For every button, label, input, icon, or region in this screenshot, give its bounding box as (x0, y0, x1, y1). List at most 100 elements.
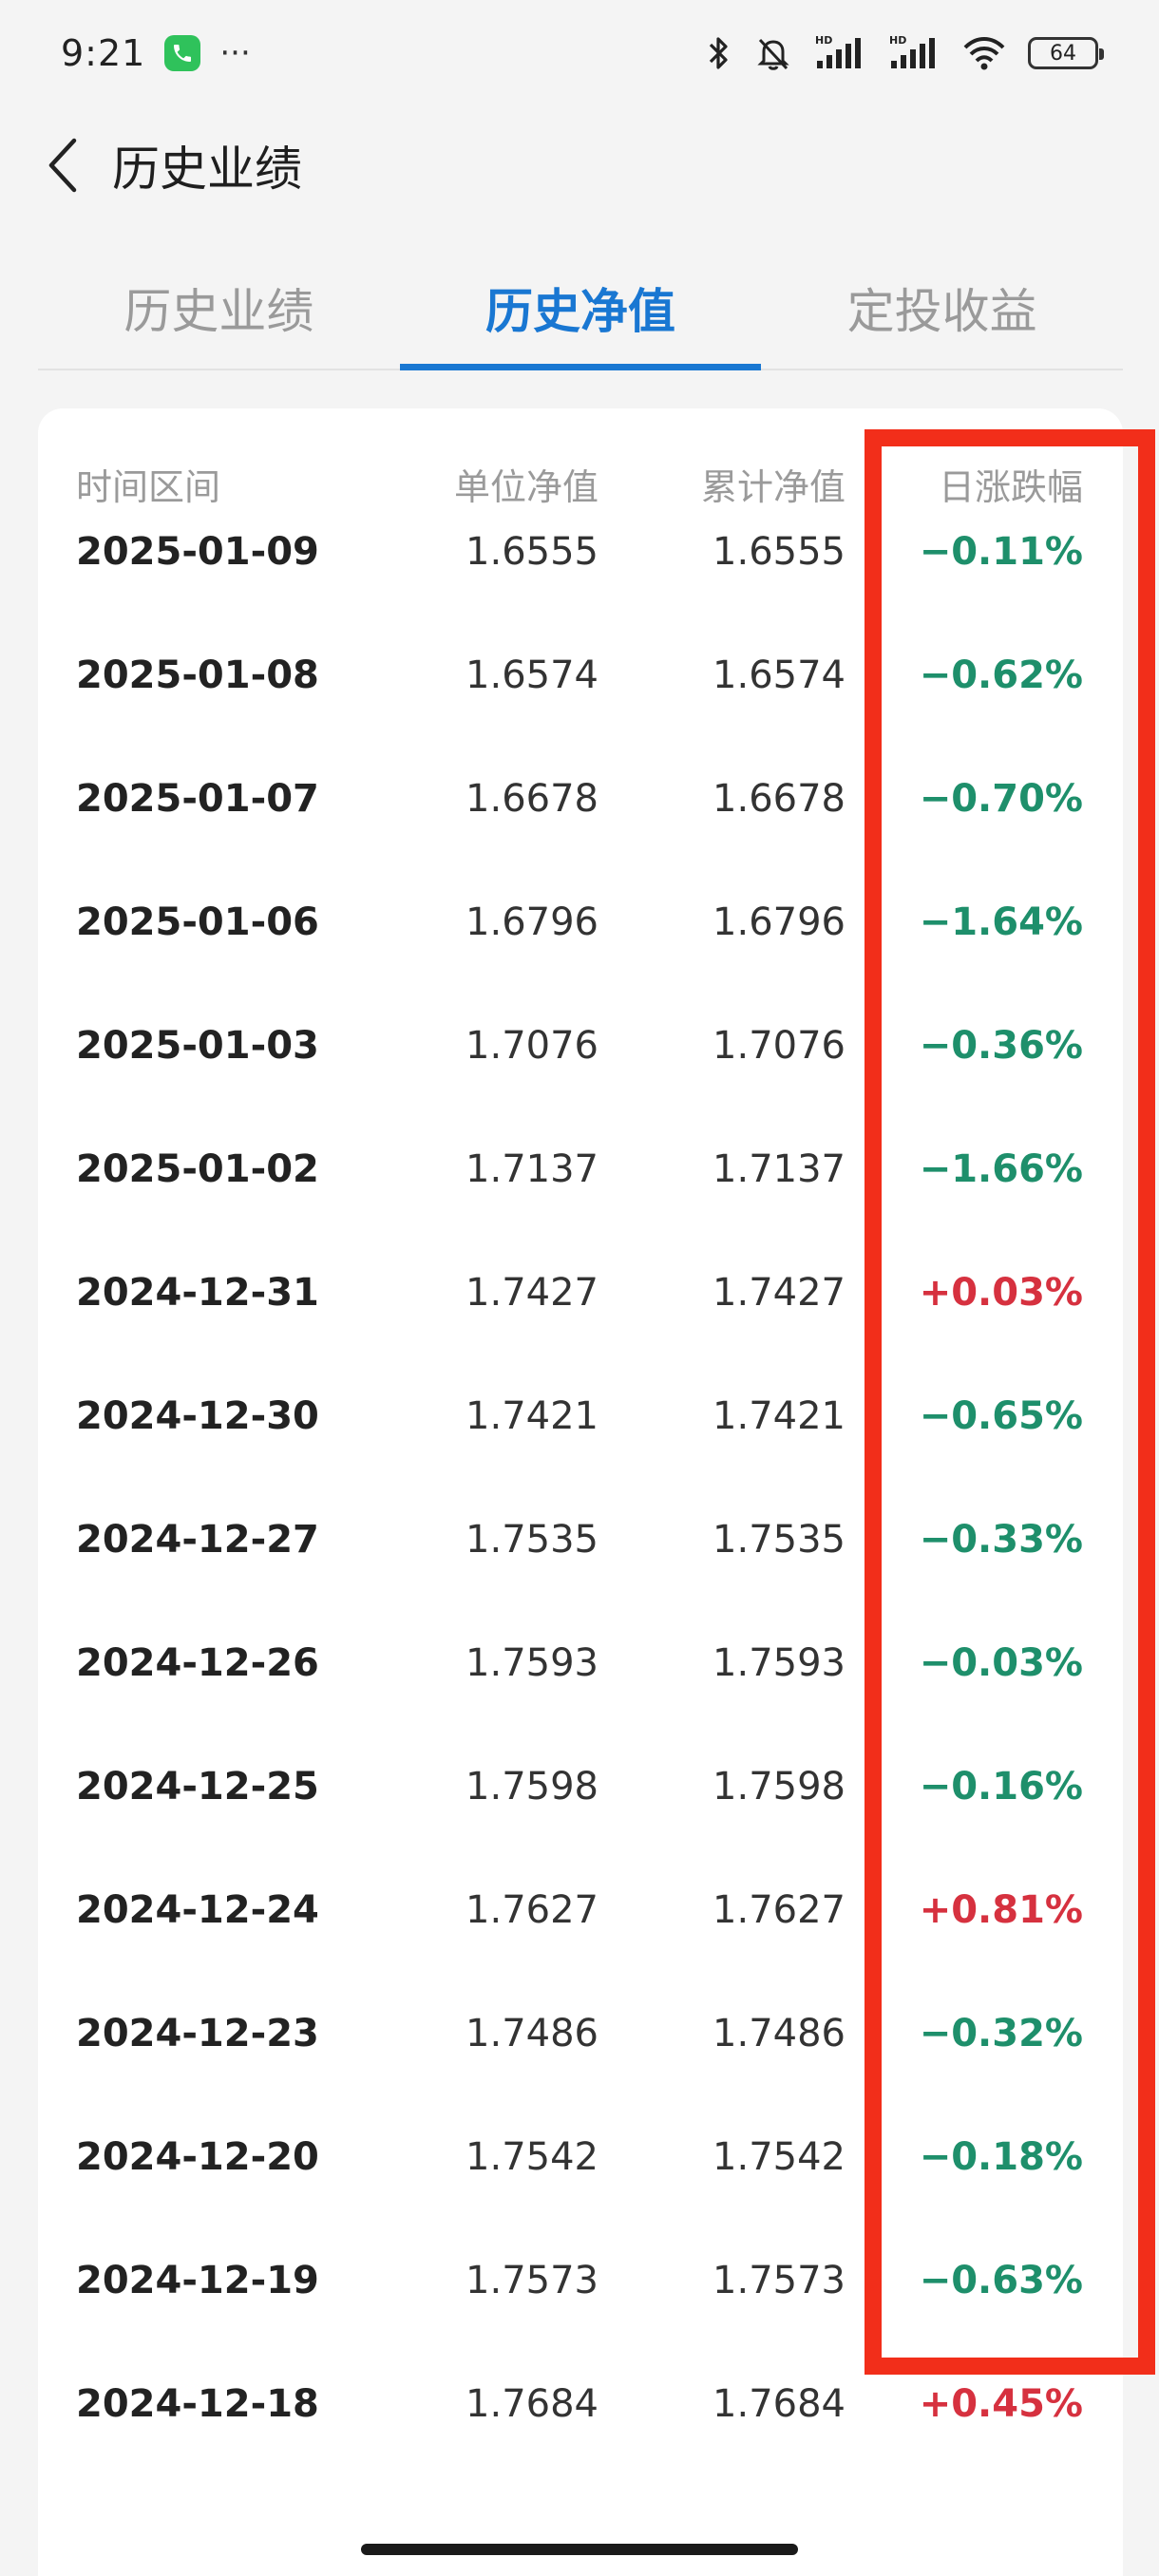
row-daily-change: −0.11% (919, 530, 1083, 574)
table-row[interactable]: 2024-12-25 1.7598 1.7598 −0.16% (38, 1729, 1123, 1852)
chevron-left-icon (48, 138, 77, 193)
row-unit-nav: 1.7542 (466, 2135, 598, 2179)
row-daily-change: −0.63% (919, 2259, 1083, 2302)
tab-history-performance[interactable]: 历史业绩 (124, 284, 314, 339)
table-row[interactable]: 2024-12-23 1.7486 1.7486 −0.32% (38, 1976, 1123, 2099)
row-cumulative-nav: 1.6574 (712, 653, 846, 697)
table-row[interactable]: 2025-01-03 1.7076 1.7076 −0.36% (38, 988, 1123, 1111)
row-cumulative-nav: 1.7573 (712, 2259, 846, 2302)
page-title: 历史业绩 (112, 142, 302, 197)
row-date: 2024-12-26 (76, 1641, 319, 1685)
column-header-daily-change: 日涨跌幅 (938, 466, 1083, 508)
nav-table-card: 时间区间 单位净值 累计净值 日涨跌幅 2025-01-09 1.6555 1.65… (38, 408, 1123, 2576)
row-date: 2024-12-30 (76, 1394, 319, 1438)
header: 历史业绩 (0, 112, 1159, 218)
row-cumulative-nav: 1.6555 (712, 530, 846, 574)
row-cumulative-nav: 1.7542 (712, 2135, 846, 2179)
table-row[interactable]: 2024-12-24 1.7627 1.7627 +0.81% (38, 1852, 1123, 1976)
table-row[interactable]: 2024-12-27 1.7535 1.7535 −0.33% (38, 1482, 1123, 1605)
row-daily-change: +0.45% (919, 2382, 1083, 2426)
row-unit-nav: 1.7486 (466, 2012, 598, 2055)
row-cumulative-nav: 1.7427 (712, 1271, 846, 1315)
svg-text:HD: HD (815, 34, 832, 47)
row-daily-change: +0.03% (919, 1271, 1083, 1315)
row-daily-change: −0.03% (919, 1641, 1083, 1685)
status-bar: 9:21 ··· HD HD (0, 0, 1159, 106)
table-row[interactable]: 2024-12-18 1.7684 1.7684 +0.45% (38, 2346, 1123, 2470)
row-date: 2025-01-06 (76, 900, 319, 944)
signal-icon-2: HD (889, 34, 935, 68)
row-cumulative-nav: 1.6796 (712, 900, 846, 944)
row-cumulative-nav: 1.6678 (712, 777, 846, 821)
row-date: 2024-12-18 (76, 2382, 319, 2426)
row-date: 2024-12-27 (76, 1518, 319, 1562)
row-unit-nav: 1.6574 (466, 653, 598, 697)
column-header-date: 时间区间 (76, 466, 221, 508)
tab-bar: 历史业绩 历史净值 定投收益 (38, 258, 1123, 370)
row-unit-nav: 1.7684 (466, 2382, 598, 2426)
row-unit-nav: 1.7627 (466, 1888, 598, 1932)
row-date: 2024-12-20 (76, 2135, 319, 2179)
row-date: 2024-12-19 (76, 2259, 319, 2302)
row-date: 2024-12-24 (76, 1888, 319, 1932)
row-unit-nav: 1.7421 (466, 1394, 598, 1438)
back-button[interactable] (27, 127, 103, 203)
tab-auto-invest-return[interactable]: 定投收益 (846, 284, 1037, 339)
table-row[interactable]: 2025-01-06 1.6796 1.6796 −1.64% (38, 864, 1123, 988)
row-date: 2024-12-25 (76, 1765, 319, 1809)
tab-history-nav[interactable]: 历史净值 (399, 258, 762, 370)
column-header-unit-nav: 单位净值 (453, 466, 598, 508)
table-row[interactable]: 2024-12-31 1.7427 1.7427 +0.03% (38, 1235, 1123, 1358)
table-row[interactable]: 2025-01-08 1.6574 1.6574 −0.62% (38, 617, 1123, 741)
row-unit-nav: 1.7535 (466, 1518, 598, 1562)
row-unit-nav: 1.6678 (466, 777, 598, 821)
row-date: 2025-01-07 (76, 777, 319, 821)
row-daily-change: −0.18% (919, 2135, 1083, 2179)
column-header-cumulative-nav: 累计净值 (700, 466, 846, 508)
table-row[interactable]: 2024-12-26 1.7593 1.7593 −0.03% (38, 1605, 1123, 1729)
row-date: 2025-01-03 (76, 1024, 319, 1068)
table-header: 时间区间 单位净值 累计净值 日涨跌幅 (38, 408, 1123, 551)
row-unit-nav: 1.7598 (466, 1765, 598, 1809)
table-row[interactable]: 2025-01-07 1.6678 1.6678 −0.70% (38, 741, 1123, 864)
row-cumulative-nav: 1.7486 (712, 2012, 846, 2055)
table-row[interactable]: 2024-12-20 1.7542 1.7542 −0.18% (38, 2099, 1123, 2223)
battery-level: 64 (1050, 41, 1076, 66)
table-row[interactable]: 2024-12-30 1.7421 1.7421 −0.65% (38, 1358, 1123, 1482)
row-cumulative-nav: 1.7076 (712, 1024, 846, 1068)
row-date: 2024-12-23 (76, 2012, 319, 2055)
row-unit-nav: 1.7427 (466, 1271, 598, 1315)
row-unit-nav: 1.7593 (466, 1641, 598, 1685)
row-date: 2025-01-02 (76, 1147, 319, 1191)
table-row[interactable]: 2024-12-19 1.7573 1.7573 −0.63% (38, 2223, 1123, 2346)
row-daily-change: −0.62% (919, 653, 1083, 697)
row-cumulative-nav: 1.7535 (712, 1518, 846, 1562)
row-daily-change: +0.81% (919, 1888, 1083, 1932)
row-unit-nav: 1.7137 (466, 1147, 598, 1191)
row-cumulative-nav: 1.7598 (712, 1765, 846, 1809)
row-daily-change: −1.64% (919, 900, 1083, 944)
row-date: 2024-12-31 (76, 1271, 319, 1315)
row-date: 2025-01-08 (76, 653, 319, 697)
row-cumulative-nav: 1.7627 (712, 1888, 846, 1932)
row-cumulative-nav: 1.7421 (712, 1394, 846, 1438)
table-row[interactable]: 2025-01-09 1.6555 1.6555 −0.11% (38, 494, 1123, 617)
row-daily-change: −0.36% (919, 1024, 1083, 1068)
battery-indicator: 64 (1028, 37, 1104, 69)
phone-icon[interactable] (164, 35, 201, 71)
row-unit-nav: 1.7573 (466, 2259, 598, 2302)
row-daily-change: −0.33% (919, 1518, 1083, 1562)
wifi-icon (963, 37, 1005, 70)
row-daily-change: −1.66% (919, 1147, 1083, 1191)
svg-text:HD: HD (889, 34, 906, 47)
row-unit-nav: 1.6796 (466, 900, 598, 944)
row-daily-change: −0.16% (919, 1765, 1083, 1809)
home-indicator[interactable] (361, 2544, 798, 2555)
row-daily-change: −0.65% (919, 1394, 1083, 1438)
bluetooth-icon (709, 37, 728, 69)
table-row[interactable]: 2025-01-02 1.7137 1.7137 −1.66% (38, 1111, 1123, 1235)
more-notifications-icon: ··· (219, 34, 251, 72)
row-cumulative-nav: 1.7684 (712, 2382, 846, 2426)
row-daily-change: −0.32% (919, 2012, 1083, 2055)
status-time: 9:21 (61, 32, 146, 74)
